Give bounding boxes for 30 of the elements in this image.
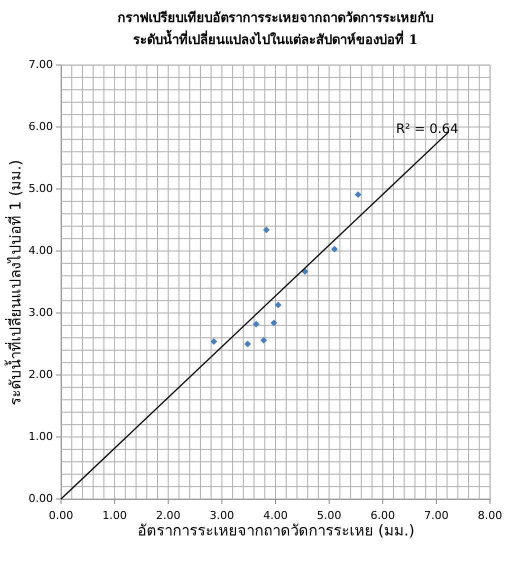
point: [252, 320, 260, 328]
point: [354, 191, 362, 198]
point: [331, 246, 338, 252]
y-tick-label: 1.00: [28, 430, 53, 443]
x-tick-label: 2.00: [156, 509, 180, 522]
x-tick-label: 6.00: [370, 509, 395, 522]
x-axis-title: อัตราการระเหยจากถาดวัดการระเหย (มม.): [137, 522, 415, 540]
y-tick-label: 6.00: [28, 120, 53, 133]
y-tick-label: 0.00: [28, 492, 53, 505]
x-tick-label: 3.00: [210, 509, 234, 522]
x-tick-label: 1.00: [102, 509, 127, 522]
x-tick-label: 0.00: [48, 509, 74, 522]
point: [210, 338, 218, 345]
x-tick-label: 7.00: [424, 509, 449, 522]
y-tick-label: 3.00: [28, 306, 53, 319]
point: [270, 320, 278, 326]
y-axis-title: ระดับน้ำที่เปลี่ยนแปลงไปบ่อที่ 1 (มม.): [4, 160, 24, 406]
y-tick-label: 5.00: [28, 182, 53, 195]
point: [274, 302, 282, 308]
x-tick-label: 8.00: [478, 509, 502, 522]
y-tick-label: 4.00: [28, 244, 53, 257]
y-tick-label: 7.00: [28, 58, 53, 71]
x-tick-label: 5.00: [316, 509, 342, 522]
annotation: R² = 0.64: [396, 122, 458, 137]
x-tick-label: 4.00: [263, 509, 288, 522]
point: [244, 340, 251, 348]
point: [260, 336, 268, 344]
text: กราฟเปรียบเทียบอัตราการระเหยจากถาดวัดการระเหยกับ: [118, 11, 434, 26]
y-tick-label: 2.00: [28, 368, 53, 381]
point: [263, 226, 270, 234]
